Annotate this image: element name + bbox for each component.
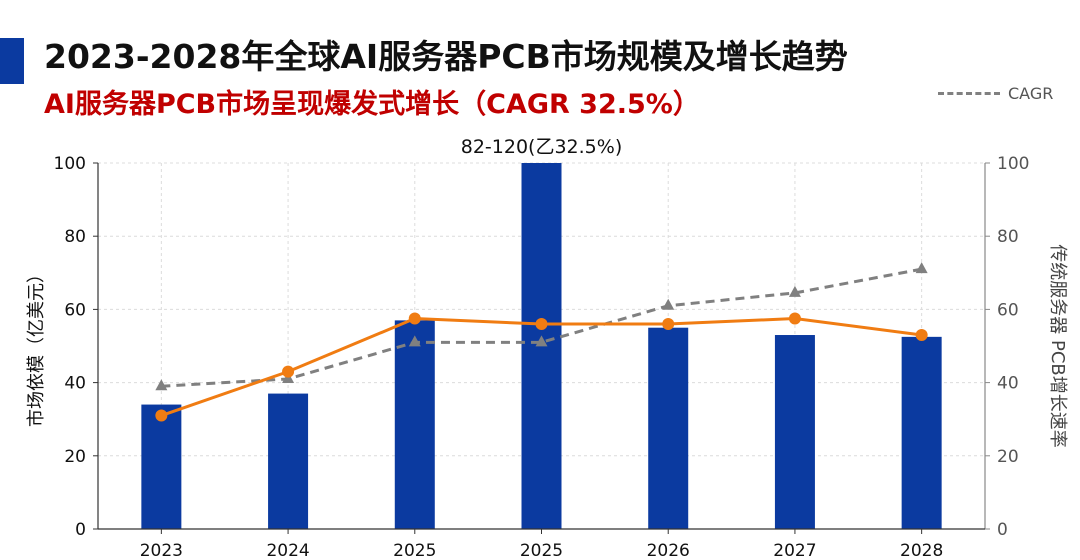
cagr-point [535,335,548,347]
growth-point [915,329,928,342]
chart-subtitle: AI服务器PCB市场呈现爆发式增长（CAGR 32.5%） [44,89,700,120]
y-axis-title: 市场依模（亿美元） [26,265,47,427]
growth-point [408,312,421,325]
y2-tick-label: 20 [997,447,1019,467]
cagr-point [408,335,421,347]
bar [268,393,309,529]
y-tick-label: 40 [64,374,86,394]
y2-tick-label: 0 [997,520,1008,540]
y-tick-label: 20 [64,447,86,467]
cagr-point [788,285,801,297]
y2-tick-label: 40 [997,374,1019,394]
x-tick-label: 2023 [140,541,183,560]
growth-point [282,365,295,378]
x-tick-label: 2025 [393,541,436,560]
bar [648,327,689,529]
cagr-point [662,298,675,310]
growth-point [535,318,548,331]
growth-point [662,318,675,331]
y2-tick-label: 100 [997,154,1029,174]
bar [141,404,182,529]
cagr-point [915,262,928,274]
y2-axis-title: 传统服务器 PCB增长速率 [1047,244,1068,448]
x-tick-label: 2027 [773,541,816,560]
y2-tick-label: 60 [997,300,1019,320]
bar [394,320,435,529]
bar [901,336,942,529]
legend: CAGR [938,84,1053,103]
x-tick-label: 2025 [520,541,563,560]
x-tick-label: 2024 [266,541,309,560]
growth-point [155,409,168,422]
cagr-point [155,379,168,391]
y-tick-label: 0 [75,520,86,540]
title-accent-bar [0,38,24,84]
legend-cagr-label: CAGR [1008,84,1054,103]
x-tick-label: 2028 [900,541,943,560]
y-tick-label: 100 [54,154,86,174]
y-tick-label: 80 [64,227,86,247]
bar [774,335,815,529]
x-tick-label: 2026 [647,541,690,560]
growth-point [788,312,801,325]
y2-tick-label: 80 [997,227,1019,247]
y-tick-label: 60 [64,300,86,320]
chart-title: 2023-2028年全球AI服务器PCB市场规模及增长趋势 [44,37,848,76]
legend-cagr-swatch [938,92,1000,95]
bar-annotation: 82-120(乙32.5%) [461,136,622,158]
